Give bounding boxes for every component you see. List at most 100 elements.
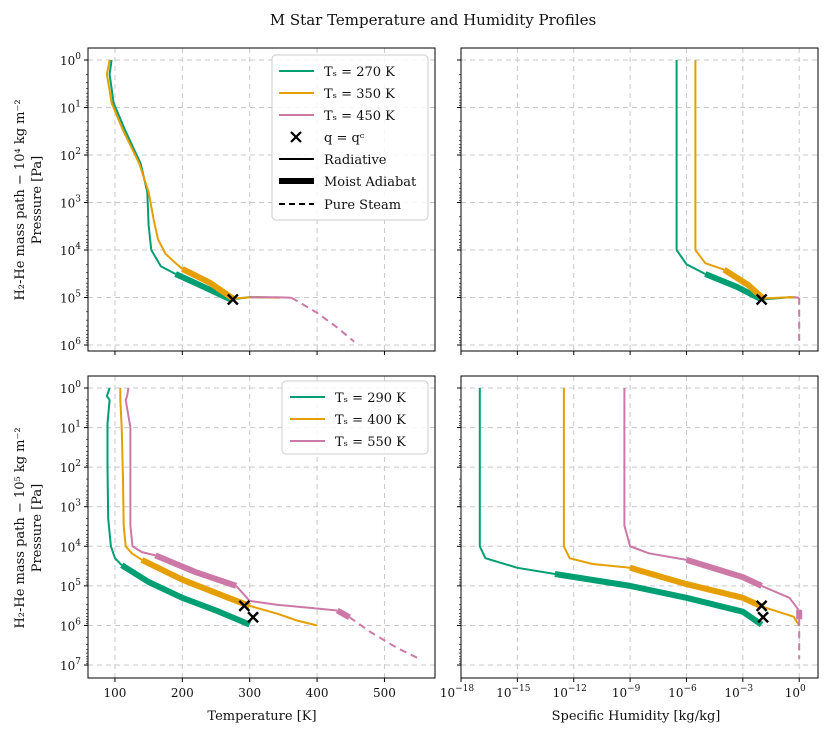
- y-tick-label: 107: [60, 657, 81, 673]
- legend-top-label-6: Pure Steam: [324, 198, 401, 213]
- x-tick-label: 10−6: [668, 684, 697, 700]
- legend-top: Tₛ = 270 K Tₛ = 350 K Tₛ = 450 K q = qᶜ …: [271, 54, 429, 221]
- x-tick-exponent: −9: [627, 684, 641, 694]
- legend-bottom-box: [281, 380, 429, 455]
- series-line-green-moist: [554, 571, 764, 628]
- x-tick-exponent: −6: [683, 684, 697, 694]
- ylabel-bottom-line2: Pressure [Pa]: [30, 484, 45, 572]
- x-tick-label: 100: [785, 684, 806, 700]
- series-line-orange-radiative: [694, 60, 725, 271]
- series-line-pink-moist: [335, 607, 351, 620]
- x-tick-label: 300: [238, 686, 261, 700]
- series-line-pink-steam: [290, 296, 355, 343]
- x-tick-exponent: −15: [512, 684, 531, 694]
- qc-marker: [755, 600, 768, 612]
- legend-bottom-label-2: Tₛ = 550 K: [335, 435, 406, 450]
- qc-marker: [247, 611, 259, 624]
- series-line-orange-radiative: [119, 388, 143, 561]
- y-tick-exponent: 4: [75, 242, 81, 252]
- y-tick-label: 103: [60, 499, 81, 515]
- legend-x-marker: [290, 131, 302, 143]
- y-tick-label: 101: [60, 100, 81, 116]
- axes-frame: [460, 375, 819, 679]
- y-tick-exponent: 5: [75, 290, 81, 300]
- y-tick-label: 100: [60, 52, 81, 68]
- xlabel-temperature: Temperature [K]: [207, 709, 316, 724]
- legend-top-label-3: q = qᶜ: [324, 131, 365, 146]
- y-tick-label: 101: [60, 420, 81, 436]
- qc-marker: [238, 600, 251, 612]
- series-line-pink-moist: [685, 557, 763, 589]
- series-line-green-radiative: [108, 59, 177, 275]
- legend-bottom: Tₛ = 290 K Tₛ = 400 K Tₛ = 550 K: [281, 380, 429, 455]
- x-tick-label: 10−15: [496, 684, 531, 700]
- legend-bottom-label-1: Tₛ = 400 K: [335, 413, 406, 428]
- y-tick-label: 100: [60, 380, 81, 396]
- y-tick-exponent: 1: [75, 420, 81, 430]
- y-tick-exponent: 2: [75, 147, 81, 157]
- y-tick-label: 102: [60, 147, 81, 163]
- panels: 1001011021031041051061001011021031041051…: [60, 47, 819, 700]
- y-tick-label: 105: [60, 578, 81, 594]
- series-line-green-radiative: [478, 388, 556, 575]
- ylabel-top: H₂-He mass path − 10⁴ kg m⁻² Pressure [P…: [13, 99, 45, 300]
- series-line-pink-moist: [154, 552, 238, 589]
- series-line-orange-moist: [629, 564, 763, 610]
- series-group: [478, 388, 803, 659]
- qc-marker: [227, 293, 239, 306]
- series-line-orange-radiative: [562, 388, 631, 569]
- axes-frame: [87, 47, 436, 352]
- y-tick-exponent: 0: [75, 52, 81, 62]
- y-tick-exponent: 0: [75, 380, 81, 390]
- series-line-orange-moist: [140, 557, 251, 609]
- y-tick-exponent: 5: [75, 578, 81, 588]
- x-tick-label: 10−3: [725, 684, 754, 700]
- y-tick-label: 105: [60, 290, 81, 306]
- x-tick-label: 100: [103, 686, 126, 700]
- y-tick-exponent: 7: [75, 657, 81, 667]
- series-line-green-moist: [120, 562, 251, 628]
- axes-frame: [87, 375, 436, 679]
- series-line-green-moist: [174, 271, 233, 303]
- series-line-green-radiative: [675, 60, 706, 275]
- x-tick-label: 200: [171, 686, 194, 700]
- y-tick-exponent: 3: [75, 195, 81, 205]
- x-tick-label: 10−12: [553, 684, 587, 700]
- x-tick-exponent: 0: [800, 684, 806, 694]
- y-tick-label: 103: [60, 195, 81, 211]
- panel-top-right: [457, 47, 819, 355]
- x-tick-label: 10−9: [612, 684, 641, 700]
- x-tick-label: 500: [373, 686, 396, 700]
- ylabel-top-line2: Pressure [Pa]: [30, 156, 45, 244]
- legend-top-label-1: Tₛ = 350 K: [324, 87, 395, 102]
- y-tick-exponent: 1: [75, 100, 81, 110]
- legend-top-label-5: Moist Adiabat: [324, 175, 417, 190]
- x-tick-label: 400: [306, 686, 329, 700]
- series-line-pink-radiative: [124, 387, 156, 557]
- series-line-orange-moist: [180, 266, 235, 301]
- x-tick-exponent: −18: [455, 684, 474, 694]
- xlabel-humidity: Specific Humidity [kg/kg]: [552, 709, 721, 724]
- y-tick-exponent: 2: [75, 459, 81, 469]
- series-line-pink-radiative: [235, 585, 338, 612]
- series-group: [105, 59, 355, 343]
- ylabel-bottom: H₂-He mass path − 10⁵ kg m⁻² Pressure [P…: [13, 427, 45, 628]
- series-line-pink-radiative: [761, 584, 800, 611]
- legend-bottom-label-0: Tₛ = 290 K: [335, 391, 406, 406]
- series-group: [675, 60, 801, 342]
- qc-marker: [755, 293, 768, 306]
- y-tick-label: 106: [60, 337, 81, 353]
- y-tick-label: 104: [60, 242, 81, 258]
- series-line-pink-steam: [348, 616, 420, 660]
- ylabel-top-line1: H₂-He mass path − 10⁴ kg m⁻²: [13, 99, 28, 300]
- panel-bottom-right: 10−18 10−15 10−12 10−9 10−6 10−3 100: [440, 375, 819, 700]
- series-line-orange-radiative: [249, 604, 318, 627]
- legend-top-label-4: Radiative: [324, 153, 387, 168]
- y-tick-label: 102: [60, 459, 81, 475]
- y-tick-exponent: 6: [75, 337, 81, 347]
- series-line-orange-radiative: [761, 605, 801, 627]
- series-line-green-moist: [704, 271, 763, 303]
